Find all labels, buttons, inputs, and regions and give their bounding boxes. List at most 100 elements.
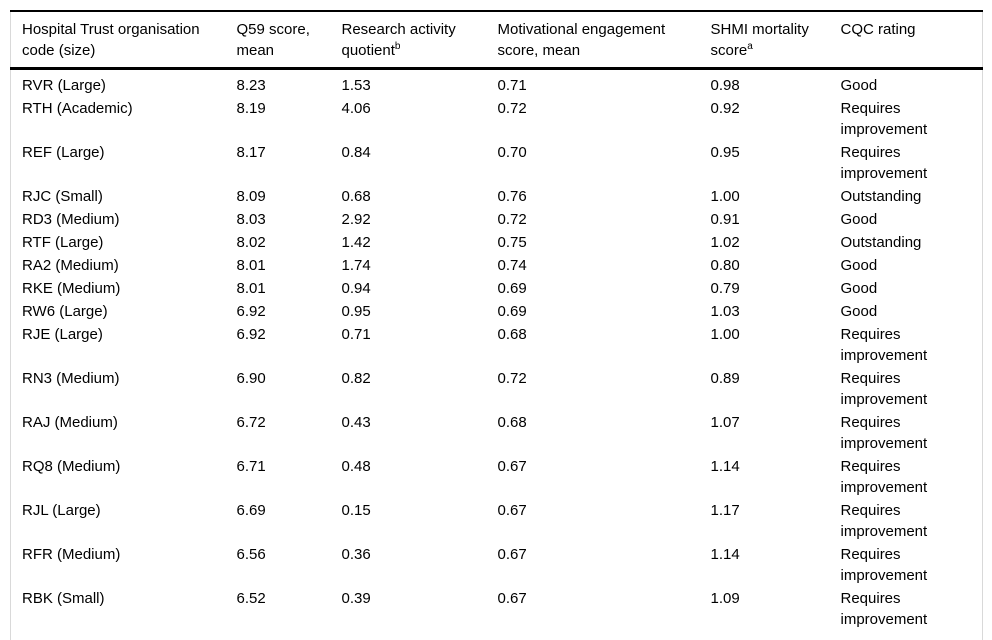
- value-cell: 1.17: [710, 502, 740, 519]
- value-cell: 6.56: [236, 546, 266, 563]
- trust-code-cell: RJC (Small): [22, 188, 103, 205]
- value-cell: 0.68: [341, 188, 371, 205]
- trust-code-cell: RFR (Medium): [22, 546, 121, 563]
- hospital-trust-table: Hospital Trust organisation code (size) Q…: [10, 10, 983, 640]
- value-cell: 0.72: [497, 100, 527, 117]
- trust-code-cell: RTH (Academic): [22, 100, 133, 117]
- table-row: RBK (Small) 6.52 0.39 0.67 1.09 Requires impr…: [11, 587, 983, 640]
- value-cell: 0.91: [710, 211, 740, 228]
- value-cell: 8.17: [236, 144, 266, 161]
- value-cell: 0.72: [497, 211, 527, 228]
- header-row: Hospital Trust organisation code (size) Q…: [10, 11, 983, 69]
- value-cell: 6.92: [236, 303, 266, 320]
- value-cell: 1.02: [710, 234, 740, 251]
- value-cell: 0.15: [341, 502, 371, 519]
- table-body: RVR (Large) 8.23 1.53 0.71 0.98 Good RTH (Acad…: [11, 69, 983, 640]
- value-cell: Requires improvement: [840, 546, 928, 584]
- value-cell: 8.02: [236, 234, 266, 251]
- trust-code-cell: RA2 (Medium): [22, 257, 119, 274]
- value-cell: 2.92: [341, 211, 371, 228]
- value-cell: 8.03: [236, 211, 266, 228]
- column-header-label: Research activity quotient: [341, 21, 456, 59]
- table-row: RD3 (Medium) 8.03 2.92 0.72 0.91 Good: [11, 208, 983, 231]
- value-cell: 8.23: [236, 77, 266, 94]
- value-cell: Good: [840, 303, 878, 320]
- table-row: RFR (Medium) 6.56 0.36 0.67 1.14 Requires imp…: [11, 543, 983, 587]
- value-cell: 1.74: [341, 257, 371, 274]
- table-row: RW6 (Large) 6.92 0.95 0.69 1.03 Good: [11, 300, 983, 323]
- value-cell: 0.69: [497, 303, 527, 320]
- value-cell: 0.67: [497, 546, 527, 563]
- value-cell: 1.42: [341, 234, 371, 251]
- column-header: Motivational engagement score, mean: [498, 11, 711, 69]
- column-header-label: CQC rating: [840, 21, 916, 38]
- column-header: Research activity quotientb: [342, 11, 498, 69]
- column-header: Q59 score, mean: [237, 11, 342, 69]
- value-cell: 1.07: [710, 414, 740, 431]
- table-row: RTF (Large) 8.02 1.42 0.75 1.02 Outstanding: [11, 231, 983, 254]
- trust-code-cell: RTF (Large): [22, 234, 104, 251]
- value-cell: 8.19: [236, 100, 266, 117]
- value-cell: 1.14: [710, 546, 740, 563]
- table-header: Hospital Trust organisation code (size) Q…: [10, 11, 983, 69]
- value-cell: 0.36: [341, 546, 371, 563]
- trust-code-cell: RJL (Large): [22, 502, 101, 519]
- value-cell: 0.68: [497, 326, 527, 343]
- trust-code-cell: RD3 (Medium): [22, 211, 120, 228]
- table-row: REF (Large) 8.17 0.84 0.70 0.95 Requires impr…: [11, 141, 983, 185]
- value-cell: 1.14: [710, 458, 740, 475]
- value-cell: 1.00: [710, 326, 740, 343]
- value-cell: 6.71: [236, 458, 266, 475]
- value-cell: 0.72: [497, 370, 527, 387]
- table-row: RQ8 (Medium) 6.71 0.48 0.67 1.14 Requires imp…: [11, 455, 983, 499]
- column-header: CQC rating: [841, 11, 983, 69]
- value-cell: 6.52: [236, 590, 266, 607]
- value-cell: 0.95: [710, 144, 740, 161]
- trust-code-cell: RN3 (Medium): [22, 370, 120, 387]
- table-row: RVR (Large) 8.23 1.53 0.71 0.98 Good: [11, 69, 983, 98]
- trust-code-cell: RVR (Large): [22, 77, 106, 94]
- value-cell: Requires improvement: [840, 458, 928, 496]
- value-cell: 0.69: [497, 280, 527, 297]
- value-cell: 4.06: [341, 100, 371, 117]
- value-cell: 0.76: [497, 188, 527, 205]
- value-cell: 0.39: [341, 590, 371, 607]
- column-header-superscript: b: [394, 41, 401, 52]
- trust-code-cell: RBK (Small): [22, 590, 105, 607]
- value-cell: 0.92: [710, 100, 740, 117]
- value-cell: 0.74: [497, 257, 527, 274]
- value-cell: 0.82: [341, 370, 371, 387]
- trust-code-cell: RAJ (Medium): [22, 414, 118, 431]
- value-cell: Requires improvement: [840, 502, 928, 540]
- value-cell: 0.71: [341, 326, 371, 343]
- value-cell: 0.94: [341, 280, 371, 297]
- value-cell: 0.70: [497, 144, 527, 161]
- value-cell: 0.48: [341, 458, 371, 475]
- column-header-label: Q59 score, mean: [236, 21, 310, 59]
- value-cell: 0.89: [710, 370, 740, 387]
- value-cell: 0.79: [710, 280, 740, 297]
- value-cell: Good: [840, 280, 878, 297]
- table-row: RJL (Large) 6.69 0.15 0.67 1.17 Requires impr…: [11, 499, 983, 543]
- trust-code-cell: REF (Large): [22, 144, 105, 161]
- value-cell: 0.67: [497, 502, 527, 519]
- value-cell: 8.09: [236, 188, 266, 205]
- value-cell: Requires improvement: [840, 100, 928, 138]
- table-row: RA2 (Medium) 8.01 1.74 0.74 0.80 Good: [11, 254, 983, 277]
- value-cell: 0.75: [497, 234, 527, 251]
- value-cell: 0.67: [497, 590, 527, 607]
- value-cell: Requires improvement: [840, 326, 928, 364]
- column-header-label: SHMI mortality score: [710, 21, 809, 59]
- value-cell: 0.98: [710, 77, 740, 94]
- value-cell: 8.01: [236, 257, 266, 274]
- table-row: RKE (Medium) 8.01 0.94 0.69 0.79 Good: [11, 277, 983, 300]
- table-row: RAJ (Medium) 6.72 0.43 0.68 1.07 Requires imp…: [11, 411, 983, 455]
- value-cell: 0.67: [497, 458, 527, 475]
- value-cell: Good: [840, 77, 878, 94]
- value-cell: 1.03: [710, 303, 740, 320]
- value-cell: 8.01: [236, 280, 266, 297]
- table-row: RN3 (Medium) 6.90 0.82 0.72 0.89 Requires imp…: [11, 367, 983, 411]
- value-cell: 6.72: [236, 414, 266, 431]
- trust-code-cell: RQ8 (Medium): [22, 458, 121, 475]
